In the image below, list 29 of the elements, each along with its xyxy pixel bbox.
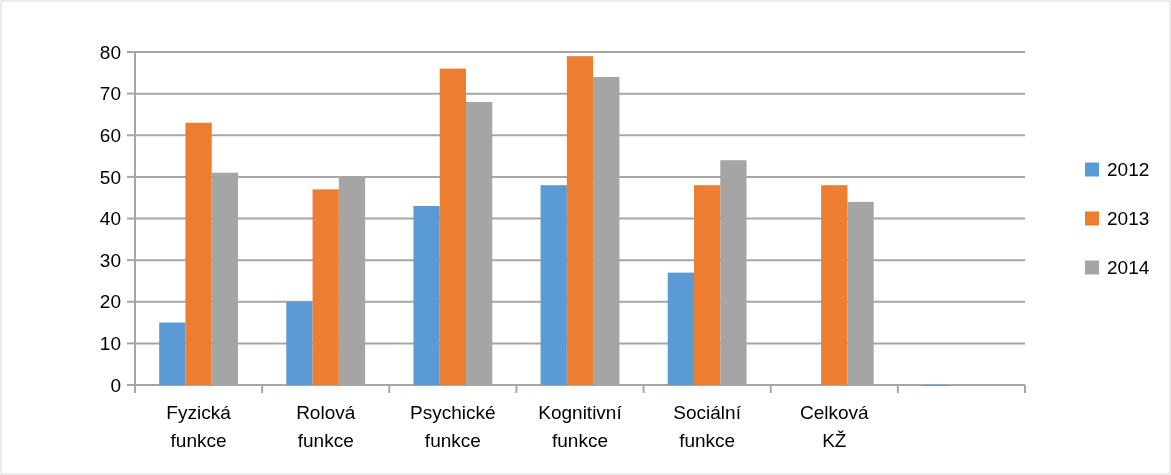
bar	[439, 68, 466, 385]
y-tick-label: 0	[110, 374, 121, 396]
y-tick-label: 30	[99, 249, 121, 271]
bar	[694, 185, 721, 385]
bar	[312, 189, 339, 385]
x-tick-label: Kognitivní funkce	[538, 402, 623, 451]
y-tick-label: 20	[99, 291, 121, 313]
bar	[566, 56, 594, 385]
x-tick-label: Sociální funkce	[673, 402, 742, 451]
legend-label: 2013	[1107, 208, 1150, 230]
y-tick-label: 60	[99, 124, 121, 146]
y-tick-label: 40	[99, 208, 121, 230]
y-tick-label: 10	[99, 333, 121, 355]
y-tick-label: 80	[99, 41, 121, 63]
bar	[667, 272, 695, 385]
bar	[159, 322, 186, 385]
x-tick-label: Celková KŽ	[799, 402, 870, 451]
bar	[185, 122, 212, 385]
bar	[413, 206, 440, 385]
y-tick-label: 50	[99, 166, 121, 188]
x-tick-label: Rolová funkce	[296, 402, 356, 451]
y-tick-label: 70	[99, 83, 121, 105]
bar	[821, 185, 848, 385]
legend-label: 2014	[1107, 257, 1150, 279]
bar	[286, 301, 313, 385]
bar	[540, 185, 567, 385]
x-tick-label: Fyzická funkce	[166, 402, 232, 451]
legend-label: 2012	[1107, 159, 1150, 181]
x-tick-label: Psychické funkce	[410, 402, 496, 451]
